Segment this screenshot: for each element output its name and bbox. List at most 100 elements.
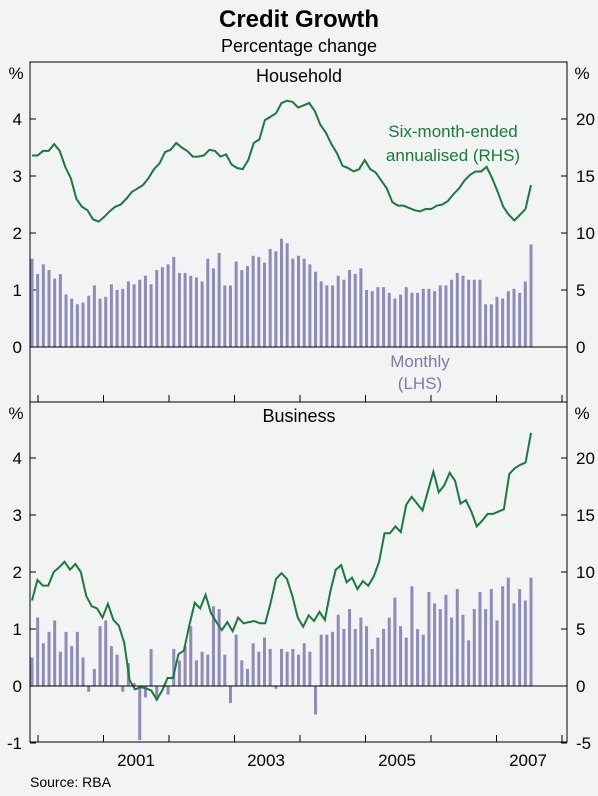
business-bar	[64, 631, 68, 686]
household-bar	[370, 291, 374, 347]
business-bar	[58, 651, 62, 686]
household-left-tick-label: 1	[13, 281, 22, 300]
x-tick-label: 2007	[509, 751, 547, 770]
household-bar	[109, 284, 113, 347]
household-right-tick-label: 10	[576, 224, 595, 243]
household-bar	[438, 285, 442, 347]
business-right-tick-label: 10	[576, 563, 595, 582]
business-bar	[47, 631, 51, 686]
household-bar	[160, 267, 164, 347]
business-bar	[495, 620, 499, 686]
business-bar	[251, 643, 255, 686]
business-bar	[399, 626, 403, 686]
household-bar	[348, 270, 352, 347]
household-right-unit: %	[574, 64, 589, 83]
household-bar	[217, 252, 221, 347]
business-bar	[183, 646, 187, 686]
household-bar	[189, 275, 193, 347]
business-bar	[387, 617, 391, 686]
business-bar	[268, 648, 272, 686]
business-bar	[325, 634, 329, 686]
business-bar	[489, 589, 493, 686]
household-bar	[172, 256, 176, 347]
chart-title: Credit Growth	[219, 6, 379, 33]
household-bar	[41, 264, 45, 347]
household-bar	[529, 244, 533, 347]
household-bar	[132, 284, 136, 347]
household-bar	[223, 285, 227, 347]
household-bar	[206, 258, 210, 347]
household-bar	[251, 255, 255, 347]
household-left-tick-label: 4	[13, 110, 22, 129]
business-bar	[121, 686, 125, 692]
household-bar	[331, 285, 335, 347]
household-bar	[58, 274, 62, 347]
household-bar-label-1: Monthly	[390, 352, 450, 371]
business-bar	[194, 660, 198, 686]
business-right-tick-labels: -5 0 5 10 15 20	[561, 449, 595, 753]
business-bar	[297, 654, 301, 686]
business-bar	[410, 586, 414, 686]
household-bar	[314, 271, 318, 347]
business-bar	[223, 654, 227, 686]
business-bar	[319, 634, 323, 686]
business-bar	[427, 591, 431, 686]
business-right-unit: %	[574, 404, 589, 423]
business-bar	[228, 686, 232, 704]
business-right-tick-label: 15	[576, 506, 595, 525]
household-panel: Household % % 0 1 2 3 4 0 5 10 15 20 Six-month-e…	[8, 64, 594, 393]
business-bar	[149, 648, 153, 686]
business-bar	[257, 651, 261, 686]
household-right-tick-label: 15	[576, 167, 595, 186]
business-bar	[75, 631, 79, 686]
household-bar	[92, 285, 96, 347]
household-bar	[36, 274, 40, 347]
household-bar	[126, 281, 130, 347]
household-bar	[472, 279, 476, 347]
household-bar	[240, 270, 244, 347]
household-bar	[183, 272, 187, 347]
business-bar	[155, 686, 159, 701]
business-bar	[280, 648, 283, 686]
business-monthly-bars	[30, 577, 533, 741]
business-bar	[245, 668, 249, 686]
household-right-tick-label: 20	[576, 110, 595, 129]
business-bar	[53, 620, 57, 686]
household-bar	[155, 270, 159, 347]
business-bar	[98, 626, 102, 686]
household-bar	[138, 279, 142, 347]
business-bar	[523, 600, 527, 686]
business-bar	[484, 609, 488, 686]
business-bar	[529, 577, 533, 686]
business-bar	[285, 651, 289, 686]
business-bar	[200, 651, 204, 686]
business-bar	[109, 646, 113, 686]
household-bar	[353, 274, 357, 347]
business-bar	[314, 686, 318, 715]
business-title: Business	[262, 406, 335, 426]
household-bar	[75, 304, 79, 347]
x-tick-label: 2003	[247, 751, 285, 770]
household-bar	[257, 256, 261, 347]
business-left-tick-labels: -1 0 1 2 3 4	[7, 449, 36, 753]
business-bar	[206, 654, 210, 686]
business-bar	[70, 646, 74, 686]
household-bar	[194, 277, 198, 347]
household-bar	[268, 248, 272, 347]
household-bar	[274, 251, 278, 347]
business-bar	[87, 686, 91, 692]
household-bar	[64, 294, 68, 347]
household-left-tick-label: 2	[13, 224, 22, 243]
household-bar	[211, 268, 215, 347]
chart-subtitle: Percentage change	[221, 36, 377, 56]
household-bar	[359, 268, 363, 347]
household-bar	[387, 292, 391, 347]
business-bar	[211, 606, 215, 686]
business-six-month-line	[31, 432, 532, 702]
business-bar	[455, 589, 459, 686]
household-bar	[53, 278, 57, 347]
household-bar	[262, 262, 266, 347]
business-bar	[404, 637, 408, 686]
business-bar	[518, 589, 522, 686]
household-bar	[302, 258, 306, 347]
